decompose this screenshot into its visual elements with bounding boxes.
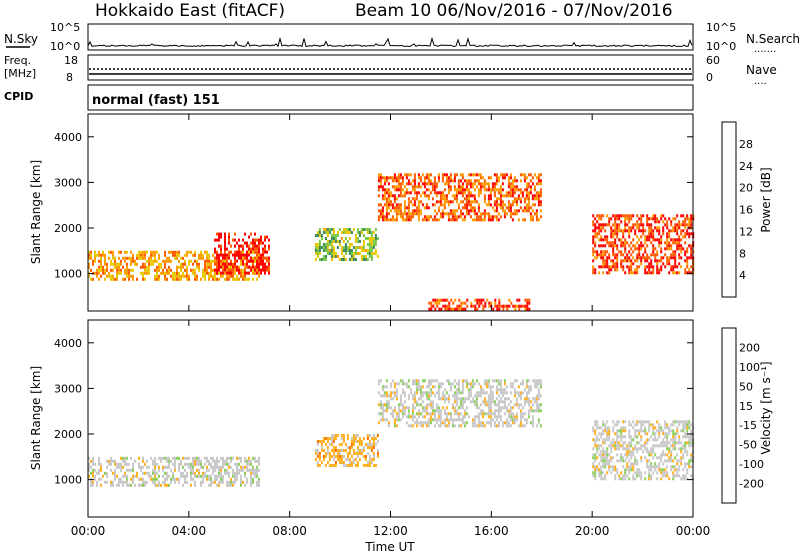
cpid-text: normal (fast) 151 <box>92 93 220 108</box>
vel-colorbar-tick-6: -100 <box>739 458 764 471</box>
nsky-left-tick-bottom: 10^0 <box>50 40 80 53</box>
freq-label-line1: Freq. <box>4 54 31 67</box>
power-colorbar-tick-6: 4 <box>739 269 746 282</box>
x-axis: 00:00 04:00 08:00 12:00 16:00 20:00 00:00 <box>71 114 711 538</box>
power-region-5 <box>592 214 695 275</box>
vel-colorbar-tick-5: -50 <box>739 439 757 452</box>
cpid-panel: CPID normal (fast) 151 <box>4 84 694 111</box>
vel-colorbar-tick-4: -15 <box>739 419 757 432</box>
vel-colorbar-tick-7: -200 <box>739 478 764 491</box>
x-tick-label-4: 16:00 <box>474 524 509 538</box>
power-ytick-label-1: 3000 <box>54 176 82 189</box>
beam-date-title: Beam 10 06/Nov/2016 - 07/Nov/2016 <box>355 1 673 21</box>
vel-ytick-label-3: 1000 <box>54 474 82 487</box>
power-data-layer <box>88 173 695 311</box>
vel-ytick-label-0: 4000 <box>54 337 82 350</box>
velocity-background <box>88 320 693 517</box>
nsky-left-tick-top: 10^5 <box>50 21 80 34</box>
nsearch-label: N.Search <box>746 32 800 46</box>
vel-region-1 <box>314 434 379 467</box>
velocity-colorbar: 200 100 50 15 -15 -50 -100 -200 <box>721 327 764 504</box>
vel-colorbar-tick-3: 15 <box>739 400 753 413</box>
nsearch-legend-line: ....... <box>754 44 776 55</box>
vel-region-2 <box>377 379 542 428</box>
power-colorbar-tick-3: 16 <box>739 204 753 217</box>
power-colorbar-tick-0: 28 <box>739 138 753 151</box>
station-title: Hokkaido East (fitACF) <box>95 1 285 21</box>
velocity-colorbar-label: Velocity [m s⁻¹] <box>759 361 773 454</box>
power-panel: 4000 3000 2000 1000 Slant Range [km] 28 24 20… <box>29 113 773 312</box>
power-colorbar-tick-4: 12 <box>739 225 753 238</box>
vel-colorbar-tick-0: 200 <box>739 341 760 354</box>
vel-ytick-label-2: 2000 <box>54 428 82 441</box>
power-region-2 <box>314 228 379 261</box>
freq-label-line2: [MHz] <box>4 67 36 80</box>
cpid-label: CPID <box>4 90 33 103</box>
power-ytick-label-3: 1000 <box>54 268 82 281</box>
x-tick-label-1: 04:00 <box>172 524 207 538</box>
x-axis-label: Time UT <box>364 540 415 554</box>
nsky-right-tick-bottom: 10^0 <box>706 40 736 53</box>
power-colorbar: 28 24 20 16 12 8 4 <box>721 121 753 298</box>
nsky-panel: N.Sky 10^5 10^0 10^5 10^0 N.Search .....… <box>4 21 800 55</box>
nsky-label: N.Sky <box>4 32 38 46</box>
freq-right-tick-bottom: 0 <box>706 71 713 84</box>
nave-legend-line: .... <box>754 76 767 87</box>
nsky-trace <box>87 36 693 48</box>
freq-left-tick-top: 18 <box>64 54 78 67</box>
freq-left-tick-bottom: 8 <box>66 71 73 84</box>
velocity-ylabel: Slant Range [km] <box>29 366 43 470</box>
x-tick-label-0: 00:00 <box>71 524 106 538</box>
x-tick-label-2: 08:00 <box>272 524 307 538</box>
cpid-frame <box>87 84 694 111</box>
nsky-right-tick-top: 10^5 <box>706 21 736 34</box>
vel-colorbar-tick-1: 100 <box>739 361 760 374</box>
velocity-yticks: 4000 3000 2000 1000 <box>54 337 693 487</box>
freq-frame <box>87 54 694 81</box>
power-region-1 <box>214 232 270 275</box>
x-tick-label-6: 00:00 <box>676 524 711 538</box>
x-tick-label-3: 12:00 <box>373 524 408 538</box>
power-background <box>88 114 693 311</box>
velocity-data-layer <box>88 379 695 487</box>
vel-ytick-label-1: 3000 <box>54 382 82 395</box>
nsky-frame <box>87 23 694 51</box>
power-colorbar-frame <box>721 121 737 298</box>
power-colorbar-label: Power [dB] <box>759 167 773 232</box>
vel-colorbar-frame <box>721 327 737 504</box>
power-region-3 <box>377 173 542 222</box>
power-ylabel: Slant Range [km] <box>29 160 43 264</box>
nave-label: Nave <box>746 63 777 77</box>
power-colorbar-tick-1: 24 <box>739 160 753 173</box>
vel-colorbar-tick-2: 50 <box>739 380 753 393</box>
power-colorbar-tick-2: 20 <box>739 182 753 195</box>
power-yticks: 4000 3000 2000 1000 <box>54 131 693 281</box>
x-tick-label-5: 20:00 <box>575 524 610 538</box>
vel-region-3 <box>592 420 695 481</box>
power-ytick-label-2: 2000 <box>54 222 82 235</box>
freq-right-tick-top: 60 <box>706 54 720 67</box>
velocity-panel: 4000 3000 2000 1000 Slant Range [km] 200 100… <box>29 319 773 518</box>
power-ytick-label-0: 4000 <box>54 131 82 144</box>
power-colorbar-tick-5: 8 <box>739 247 746 260</box>
vel-region-0 <box>88 456 260 487</box>
freq-panel: Freq. [MHz] 18 8 60 0 Nave .... <box>4 54 777 87</box>
